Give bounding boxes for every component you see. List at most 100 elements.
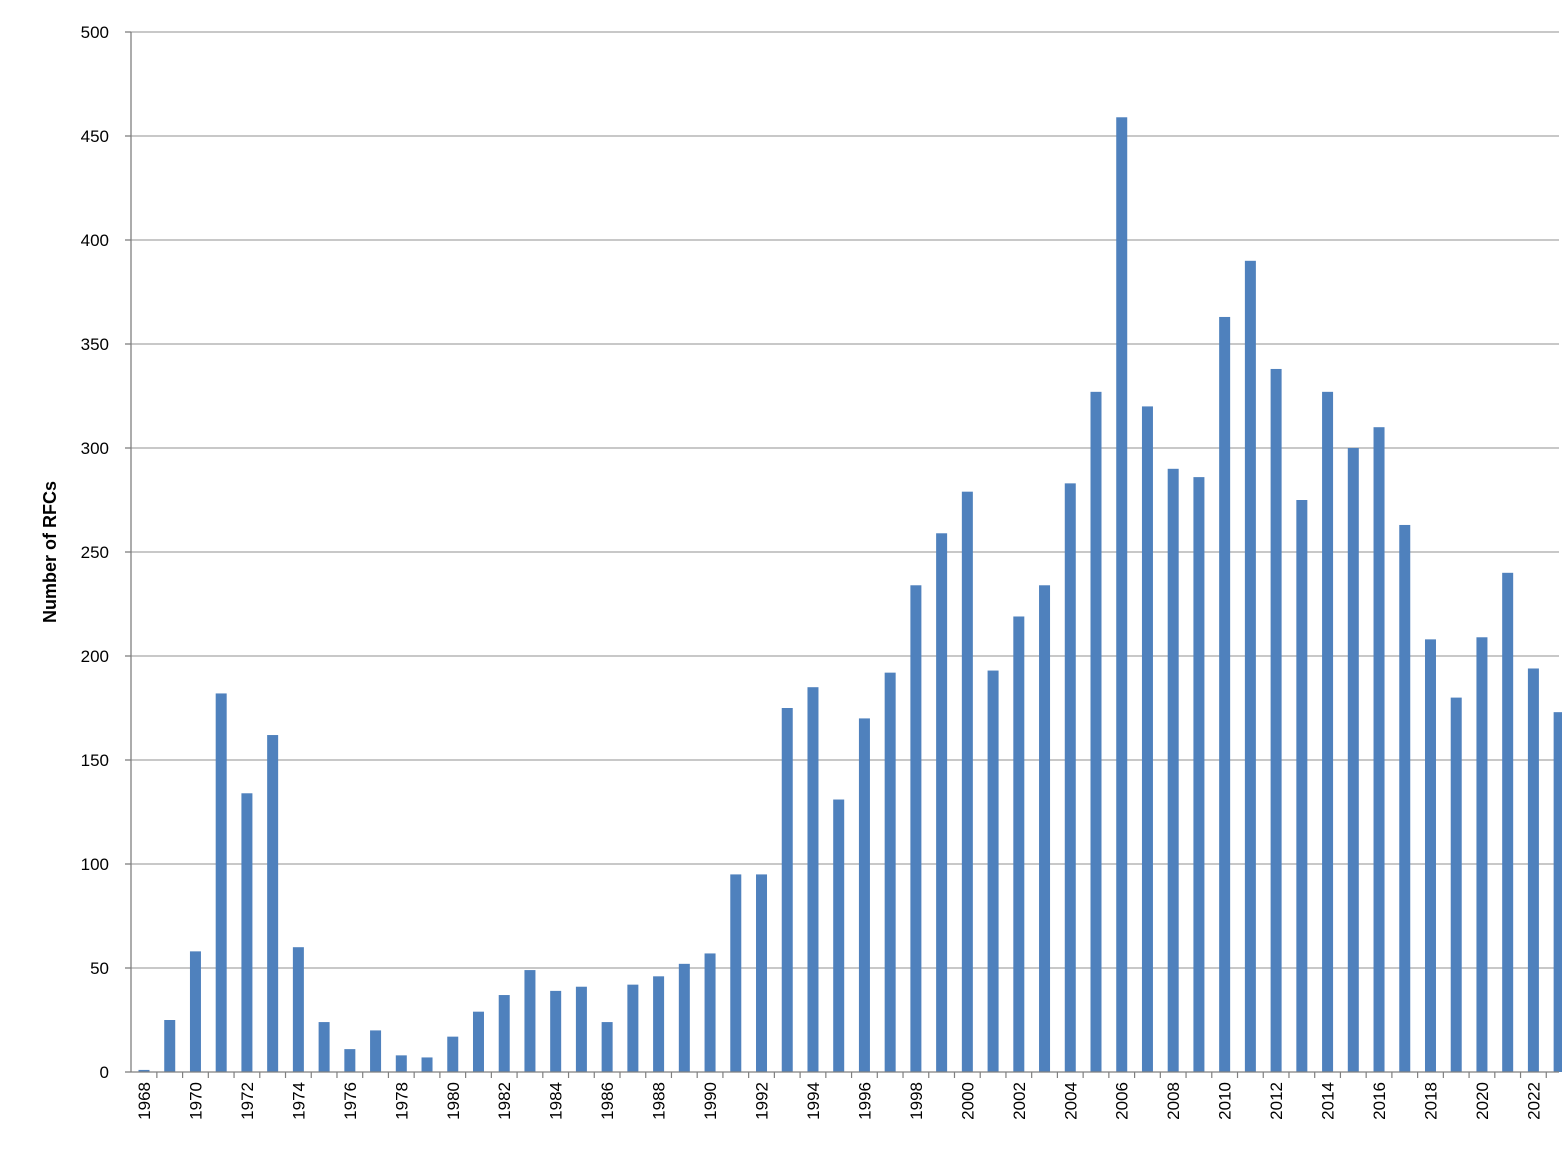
bar-1979 <box>421 1057 433 1072</box>
bar-2017 <box>1399 524 1411 1072</box>
x-tick-label: 2014 <box>1319 1082 1338 1120</box>
y-tick-label: 50 <box>90 959 109 978</box>
bar-1995 <box>833 799 845 1072</box>
bar-1973 <box>267 735 279 1072</box>
bar-1976 <box>344 1049 356 1072</box>
bar-1982 <box>498 995 510 1072</box>
bar-1996 <box>858 718 870 1072</box>
x-tick-labels: 1968 1970 1972 1974 1976 1978 1980 1982 1984 1986… <box>135 1082 1543 1120</box>
x-tick-label: 2002 <box>1010 1082 1029 1120</box>
bar-1977 <box>370 1030 382 1072</box>
bar-1968 <box>138 1069 150 1072</box>
bars <box>138 117 1562 1073</box>
bar-2004 <box>1064 483 1076 1072</box>
x-tick-label: 1972 <box>238 1082 257 1120</box>
bar-2022 <box>1527 668 1539 1072</box>
bar-2002 <box>1013 616 1025 1072</box>
y-tick-label: 250 <box>81 543 109 562</box>
bar-2001 <box>987 670 999 1072</box>
x-tick-label: 2006 <box>1113 1082 1132 1120</box>
bar-1978 <box>395 1055 407 1072</box>
bar-1983 <box>524 970 536 1072</box>
bar-1975 <box>318 1022 330 1072</box>
bar-1980 <box>447 1036 459 1072</box>
bar-2014 <box>1322 391 1334 1073</box>
bar-1969 <box>164 1020 176 1072</box>
x-tick-label: 1994 <box>804 1082 823 1120</box>
bar-2012 <box>1270 368 1282 1073</box>
y-tick-label: 100 <box>81 855 109 874</box>
bar-2016 <box>1373 427 1385 1072</box>
x-tick-label: 2004 <box>1061 1082 1080 1120</box>
y-tick-labels: 0 50 100 150 200 250 300 350 400 450 500 <box>81 23 109 1082</box>
x-tick-label: 1982 <box>495 1082 514 1120</box>
y-tick-label: 200 <box>81 647 109 666</box>
x-tick-label: 1990 <box>701 1082 720 1120</box>
bar-2020 <box>1476 637 1488 1072</box>
axes <box>130 32 1559 1078</box>
x-tick-label: 1998 <box>907 1082 926 1120</box>
bar-1997 <box>884 672 896 1072</box>
y-tick-label: 450 <box>81 127 109 146</box>
x-tick-label: 2008 <box>1164 1082 1183 1120</box>
x-tick-label: 2018 <box>1421 1082 1440 1120</box>
bar-2023 <box>1553 712 1562 1072</box>
x-tick-label: 2000 <box>958 1082 977 1120</box>
bar-1998 <box>910 585 922 1072</box>
bar-2005 <box>1090 391 1102 1073</box>
bar-1993 <box>781 708 793 1072</box>
x-tick-label: 1980 <box>444 1082 463 1120</box>
x-tick-label: 2020 <box>1473 1082 1492 1120</box>
bar-2006 <box>1116 117 1128 1072</box>
y-tick-label: 500 <box>81 23 109 42</box>
x-tick-label: 2010 <box>1216 1082 1235 1120</box>
bar-2007 <box>1141 406 1153 1072</box>
x-tick-label: 1986 <box>598 1082 617 1120</box>
bar-2009 <box>1193 477 1205 1072</box>
bar-2008 <box>1167 468 1179 1072</box>
bar-1991 <box>730 874 742 1072</box>
x-tick-label: 1970 <box>186 1082 205 1120</box>
bar-1972 <box>241 793 253 1072</box>
bar-1990 <box>704 953 716 1072</box>
x-tick-label: 1968 <box>135 1082 154 1120</box>
bar-1987 <box>627 984 639 1072</box>
y-tick-label: 0 <box>100 1063 109 1082</box>
bar-2000 <box>961 491 973 1072</box>
bar-1994 <box>807 687 819 1072</box>
y-axis-title: Number of RFCs <box>40 481 60 623</box>
bar-2010 <box>1219 316 1231 1073</box>
x-tick-label: 1984 <box>547 1082 566 1120</box>
x-tick-label: 2022 <box>1524 1082 1543 1120</box>
bar-2019 <box>1450 697 1462 1072</box>
x-tick-label: 1978 <box>392 1082 411 1120</box>
y-tick-label: 150 <box>81 751 109 770</box>
y-tick-label: 400 <box>81 231 109 250</box>
bar-2015 <box>1347 448 1359 1072</box>
bar-1984 <box>550 990 562 1072</box>
x-tick-label: 2012 <box>1267 1082 1286 1120</box>
bar-2018 <box>1424 639 1436 1072</box>
bar-2011 <box>1244 260 1256 1072</box>
bar-1971 <box>215 693 227 1072</box>
x-tick-label: 2016 <box>1370 1082 1389 1120</box>
bar-1992 <box>756 874 768 1072</box>
bar-1986 <box>601 1022 613 1072</box>
y-tick-label: 300 <box>81 439 109 458</box>
x-tick-label: 1996 <box>855 1082 874 1120</box>
bar-1985 <box>575 986 587 1072</box>
gridlines <box>125 31 1559 1073</box>
x-tick-label: 1974 <box>289 1082 308 1120</box>
bar-2003 <box>1039 585 1051 1072</box>
bar-1988 <box>653 976 665 1072</box>
bar-2013 <box>1296 500 1308 1072</box>
bar-1974 <box>292 947 304 1072</box>
y-tick-label: 350 <box>81 335 109 354</box>
x-tick-label: 1992 <box>753 1082 772 1120</box>
bar-1981 <box>472 1011 484 1072</box>
bar-1970 <box>189 951 201 1072</box>
bar-2021 <box>1502 572 1514 1072</box>
x-tick-label: 1976 <box>341 1082 360 1120</box>
bar-1999 <box>936 533 948 1072</box>
